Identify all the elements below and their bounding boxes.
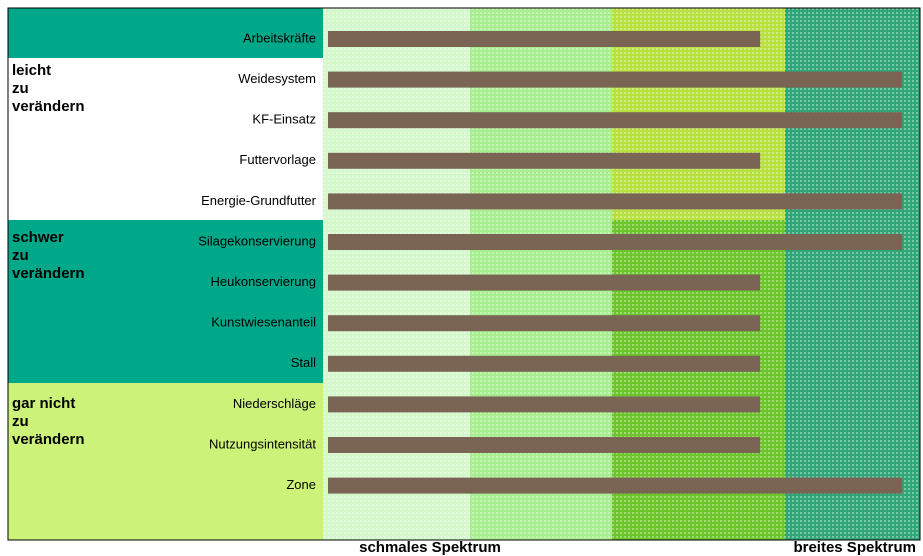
y-tick-label: Futtervorlage	[239, 152, 316, 167]
y-tick-label: Stall	[291, 355, 316, 370]
bar	[328, 31, 761, 47]
y-tick-label: KF-Einsatz	[252, 112, 316, 127]
bar	[328, 193, 903, 210]
bar	[328, 315, 761, 332]
bar	[328, 112, 903, 129]
y-tick-label: Kunstwiesenanteil	[211, 315, 316, 330]
bar	[328, 355, 761, 372]
y-tick-label: Nutzungsintensität	[209, 436, 316, 451]
y-tick-label: Zone	[286, 477, 316, 492]
bar	[328, 396, 761, 413]
y-tick-label: Heukonservierung	[210, 274, 316, 289]
group-label: schwer zu verändern	[12, 229, 85, 282]
y-tick-label: Energie-Grundfutter	[201, 193, 317, 208]
background	[7, 7, 921, 541]
bar	[328, 71, 903, 88]
bar	[328, 274, 761, 291]
y-tick-label: Niederschläge	[233, 396, 316, 411]
y-tick-label: Silagekonservierung	[198, 233, 316, 248]
group-label: gar nicht zu verändern	[12, 395, 85, 448]
group-label: leicht zu verändern	[12, 62, 85, 115]
bar	[328, 437, 761, 453]
y-tick-label: Arbeitskräfte	[243, 30, 316, 45]
x-label: breites Spektrum	[793, 539, 916, 556]
bar	[328, 477, 903, 494]
bar	[328, 234, 903, 250]
y-tick-label: Weidesystem	[238, 71, 316, 86]
bar	[328, 152, 761, 169]
x-label: schmales Spektrum	[359, 539, 501, 556]
